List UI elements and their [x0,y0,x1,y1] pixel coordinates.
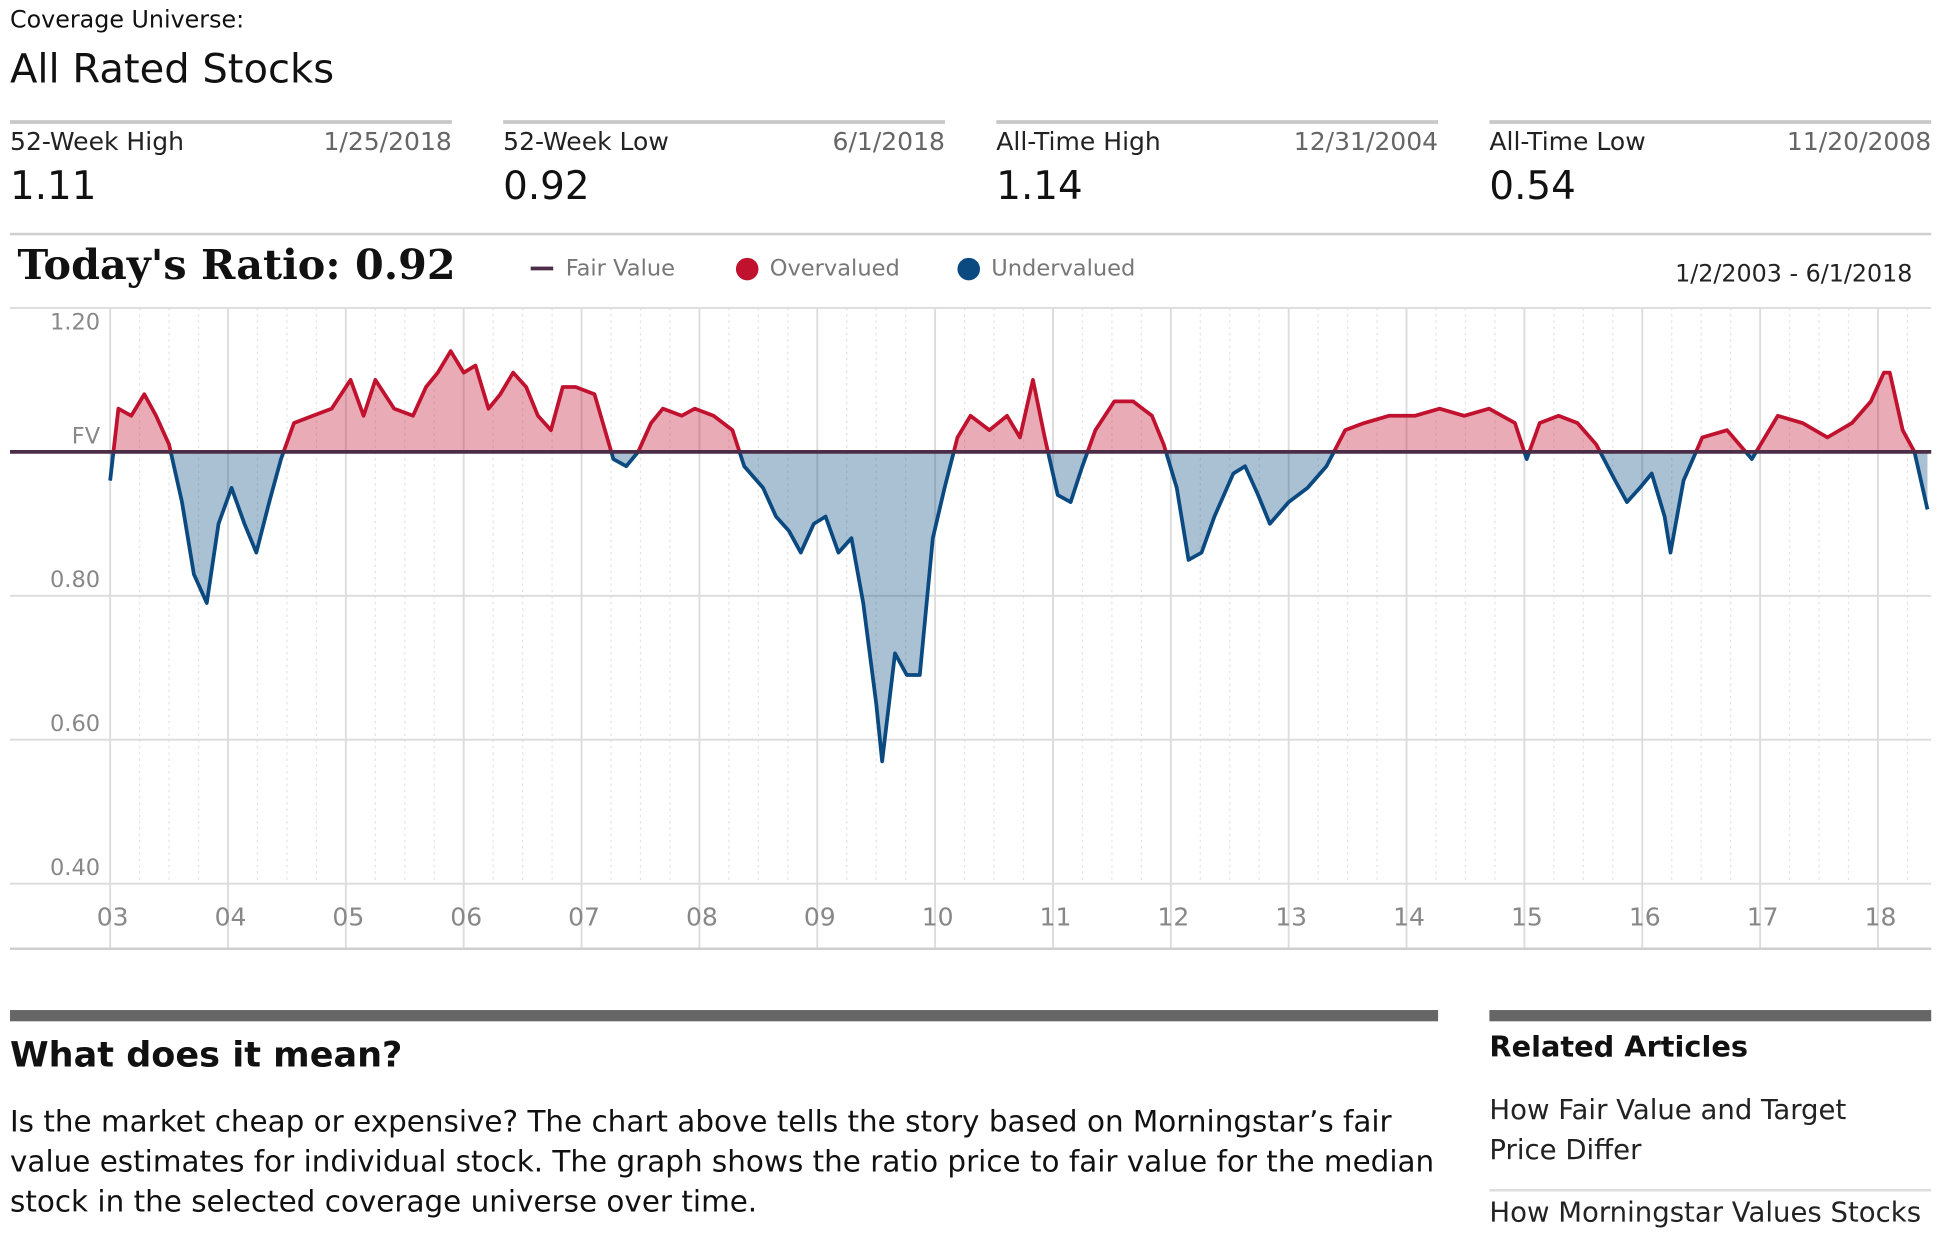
section-bar [10,1010,1439,1022]
x-tick-label: 12 [1157,903,1189,932]
undervalued-line [108,451,1930,764]
header-title: All Rated Stocks [10,45,335,93]
y-tick-label: 0.60 [50,711,100,737]
stat: 52-Week High 1/25/2018 1.11 [10,120,452,211]
chart-title: Today's Ratio: 0.92 [17,240,456,290]
legend-swatch [735,257,759,280]
stat-date: 12/31/2004 [1293,126,1439,157]
article-body: Is the market cheap or expensive? The ch… [10,1103,1435,1220]
stat-label: 52-Week High [10,126,184,157]
header-label: Coverage Universe: [10,6,245,34]
x-tick-label: 17 [1747,903,1779,932]
article-heading: What does it mean? [10,1033,403,1076]
y-tick-label: 0.80 [50,567,100,593]
y-tick-label: 1.20 [50,309,100,335]
x-tick-label: 04 [215,903,247,932]
legend-item: Fair Value [530,255,675,282]
legend-label: Undervalued [991,255,1136,282]
related-link[interactable]: How Morningstar Values Stocks [1489,1197,1922,1230]
x-tick-label: 18 [1865,903,1897,932]
x-tick-label: 10 [922,903,954,932]
stat-date: 11/20/2008 [1786,126,1932,157]
stat: All-Time High 12/31/2004 1.14 [996,120,1439,211]
y-tick-label: FV [72,423,101,449]
stat-label: All-Time Low [1489,126,1646,157]
x-tick-label: 16 [1629,903,1661,932]
x-tick-label: 07 [568,903,600,932]
stat-date: 6/1/2018 [832,126,945,157]
related-link[interactable]: How Fair Value and Target Price Differ [1489,1095,1847,1167]
stat-label: All-Time High [996,126,1161,157]
legend-swatch [530,266,554,271]
x-tick-label: 11 [1040,903,1072,932]
overvalued-line [111,349,1917,452]
x-tick-label: 09 [804,903,836,932]
legend-label: Fair Value [565,255,675,282]
section-bar [1489,1010,1932,1022]
related-heading: Related Articles [1489,1031,1748,1064]
x-tick-label: 05 [332,903,364,932]
legend-label: Overvalued [769,255,900,282]
x-tick-label: 14 [1393,903,1425,932]
stat-value: 1.11 [10,163,97,210]
chart: 03 04 05 06 07 08 09 10 11 12 13 14 15 16 17 18 0.40 0.60… [10,300,1932,950]
x-tick-label: 15 [1511,903,1543,932]
stat: 52-Week Low 6/1/2018 0.92 [503,120,945,211]
x-tick-label: 03 [97,903,129,932]
divider [1489,1189,1932,1192]
legend-item: Undervalued [957,255,1136,282]
x-tick-label: 08 [686,903,718,932]
divider [10,232,1932,236]
stat-value: 0.54 [1489,163,1576,210]
x-tick-label: 13 [1275,903,1307,932]
x-tick-label: 06 [450,903,482,932]
stat-value: 1.14 [996,163,1083,210]
plot-background [10,300,1932,884]
stat-date: 1/25/2018 [323,126,452,157]
date-range: 1/2/2003 - 6/1/2018 [1675,260,1913,288]
overvalued-area [110,351,1928,452]
stat-value: 0.92 [503,163,590,210]
legend-swatch [957,257,981,280]
stat-label: 52-Week Low [503,126,669,157]
stat: All-Time Low 11/20/2008 0.54 [1489,120,1932,211]
legend-item: Overvalued [735,255,900,282]
y-tick-label: 0.40 [50,855,100,881]
